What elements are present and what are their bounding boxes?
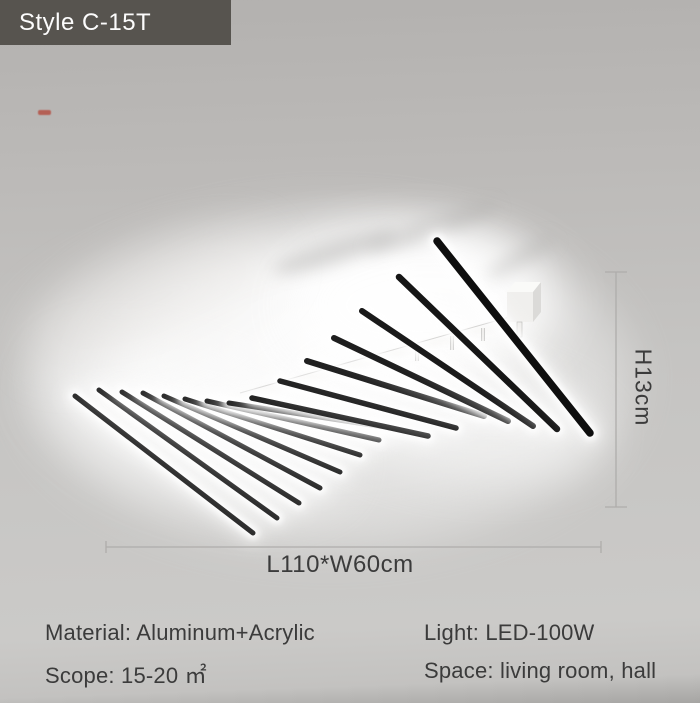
lamp-bar	[433, 237, 594, 437]
spec-scope: Scope: 15-20 ㎡	[45, 663, 207, 688]
lamp-bar	[331, 335, 511, 424]
length-dimension-label: L110*W60cm	[266, 551, 414, 578]
glow-cloud	[26, 238, 274, 362]
ceiling-shadows	[272, 203, 555, 280]
canopy-side	[533, 282, 541, 322]
lamp-bar	[72, 393, 256, 536]
height-dimension-label: H13cm	[630, 348, 657, 427]
ceiling-shadow	[272, 230, 398, 274]
spec-light: Light: LED-100W	[424, 620, 595, 645]
spec-material: Material: Aluminum+Acrylic	[45, 620, 315, 645]
accent-dash-icon	[38, 110, 51, 115]
spec-space: Space: living room, hall	[424, 658, 657, 683]
lamp-bar	[96, 387, 280, 521]
ceiling-shadow	[365, 203, 499, 253]
lamp-bar	[249, 395, 431, 439]
style-badge: Style C-15T	[0, 0, 231, 45]
lamp-bar	[395, 273, 561, 433]
lamp-bars	[63, 228, 603, 545]
canopy-top	[507, 282, 541, 292]
lamp-bar	[359, 308, 536, 429]
ceiling-shadow	[485, 236, 555, 280]
length-dimension-line	[105, 541, 602, 553]
height-dimension-line	[605, 271, 627, 508]
lamp-bar	[277, 378, 459, 431]
